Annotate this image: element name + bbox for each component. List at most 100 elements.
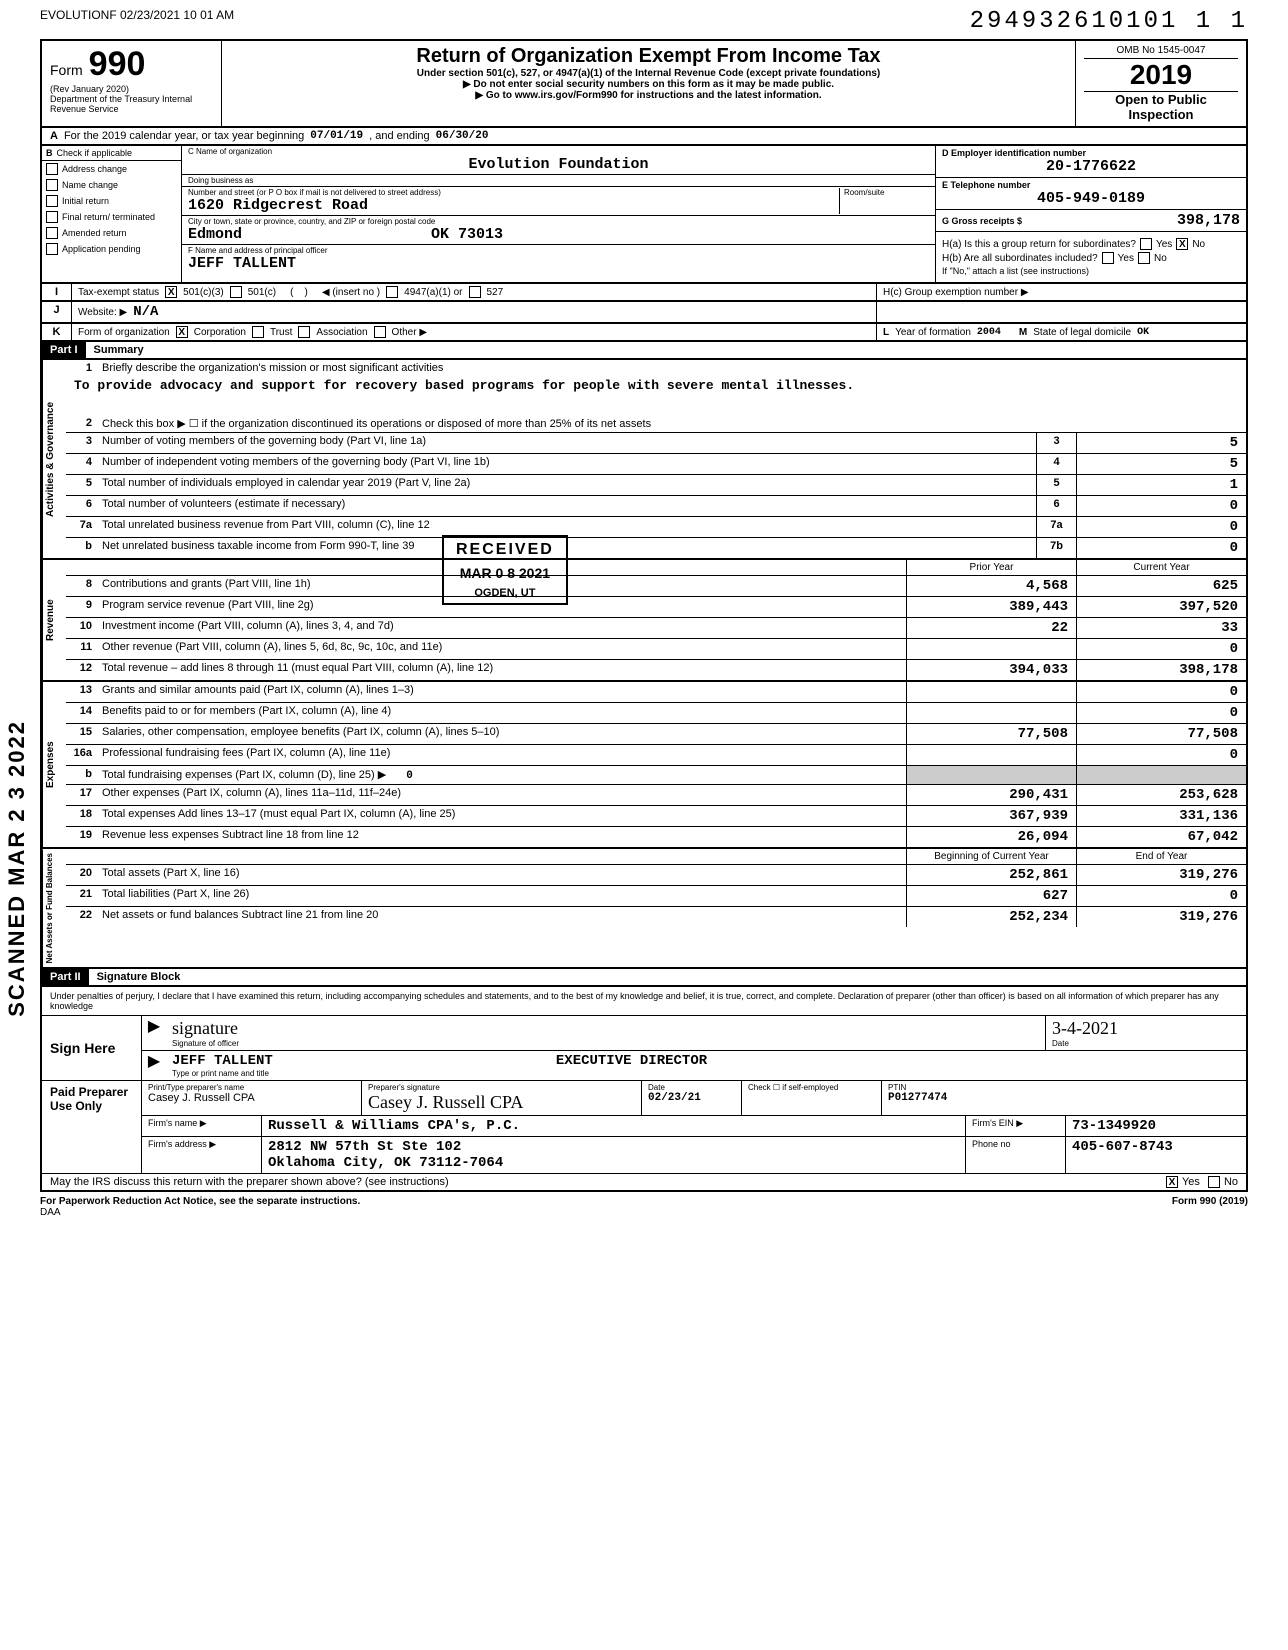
officer-title: EXECUTIVE DIRECTOR [556,1053,707,1069]
hb-text: H(b) Are all subordinates included? [942,253,1098,264]
part1-label: Part I [42,342,86,358]
gross-receipts: 398,178 [1177,212,1240,229]
ein: 20-1776622 [942,158,1240,175]
checkbox-trust[interactable] [252,326,264,338]
check-self-employed: Check ☐ if self-employed [742,1081,882,1115]
tax-year-begin: 07/01/19 [310,130,363,142]
label-4947: 4947(a)(1) or [404,287,462,298]
checkbox-corp[interactable]: X [176,326,188,338]
scanned-stamp: SCANNED MAR 2 3 2022 [4,720,30,1017]
ptin-value: P01277474 [888,1092,1240,1104]
line7b-text: Net unrelated business taxable income fr… [98,538,1036,558]
column-c: C Name of organization Evolution Foundat… [182,146,936,282]
beginning-year-header: Beginning of Current Year [906,849,1076,864]
label-other: Other ▶ [392,327,427,338]
page-footer: For Paperwork Reduction Act Notice, see … [40,1192,1248,1222]
checkbox-501c3[interactable]: X [165,286,177,298]
revenue-section: Revenue Prior Year Current Year 8Contrib… [40,560,1248,682]
checkbox-527[interactable] [469,286,481,298]
row-m-text: State of legal domicile [1033,327,1131,338]
state-zip: OK 73013 [431,226,503,243]
table-row: 14Benefits paid to or for members (Part … [66,703,1246,724]
state-domicile: OK [1137,327,1149,338]
netassets-side-label: Net Assets or Fund Balances [42,849,66,967]
checkbox-assoc[interactable] [298,326,310,338]
footer-left: For Paperwork Reduction Act Notice, see … [40,1196,360,1207]
checkbox-other[interactable] [374,326,386,338]
label-application-pending: Application pending [62,244,141,254]
line2-text: Check this box ▶ ☐ if the organization d… [98,415,1246,432]
row-k: K Form of organization XCorporation Trus… [40,324,1248,342]
checkbox-amended[interactable] [46,227,58,239]
preparer-signature: Casey J. Russell CPA [368,1092,635,1113]
sig-date: 3-4-2021 [1052,1018,1240,1039]
table-row: 9Program service revenue (Part VIII, lin… [66,597,1246,618]
row-i-label: I [42,284,72,300]
table-row: 16aProfessional fundraising fees (Part I… [66,745,1246,766]
checkbox-final-return[interactable] [46,211,58,223]
hb-yes: Yes [1118,253,1134,264]
website-value: N/A [133,304,158,320]
checkbox-address-change[interactable] [46,163,58,175]
line7b-value: 0 [1076,538,1246,558]
table-row: 20Total assets (Part X, line 16)252,8613… [66,865,1246,886]
label-501c3: 501(c)(3) [183,287,224,298]
line5-text: Total number of individuals employed in … [98,475,1036,495]
form-dept: Department of the Treasury Internal Reve… [50,94,213,114]
governance-section: Activities & Governance 1Briefly describ… [40,360,1248,560]
preparer-block: Paid Preparer Use Only Print/Type prepar… [42,1081,1246,1174]
table-row: 15Salaries, other compensation, employee… [66,724,1246,745]
checkbox-hb-yes[interactable] [1102,252,1114,264]
officer-signature: signature [172,1018,1039,1039]
firm-phone: 405-607-8743 [1066,1137,1246,1173]
checkbox-501c[interactable] [230,286,242,298]
preparer-label: Paid Preparer Use Only [42,1081,142,1173]
firm-ein: 73-1349920 [1066,1116,1246,1136]
ptin-label: PTIN [888,1083,1240,1092]
line5-value: 1 [1076,475,1246,495]
preparer-date: 02/23/21 [648,1092,735,1104]
table-row: 22Net assets or fund balances Subtract l… [66,907,1246,927]
phone: 405-949-0189 [942,190,1240,207]
city-label: City or town, state or province, country… [188,217,929,226]
checkbox-ha-no[interactable]: X [1176,238,1188,250]
preparer-name: Casey J. Russell CPA [148,1092,355,1104]
sig-officer-label: Signature of officer [172,1039,1039,1048]
prep-name-label: Print/Type preparer's name [148,1083,355,1092]
checkbox-initial-return[interactable] [46,195,58,207]
form-org-label: Form of organization [78,327,170,338]
footer-daa: DAA [40,1207,360,1218]
checkbox-4947[interactable] [386,286,398,298]
checkbox-discuss-no[interactable] [1208,1176,1220,1188]
checkbox-ha-yes[interactable] [1140,238,1152,250]
label-final-return: Final return/ terminated [62,212,155,222]
checkbox-name-change[interactable] [46,179,58,191]
hb-note: If "No," attach a list (see instructions… [942,266,1240,276]
website-label: Website: ▶ [78,307,127,318]
form-word: Form [50,62,83,78]
line3-text: Number of voting members of the governin… [98,433,1036,453]
omb-number: OMB No 1545-0047 [1084,45,1238,59]
line7a-value: 0 [1076,517,1246,537]
part2-title: Signature Block [89,969,189,985]
column-d: D Employer identification number 20-1776… [936,146,1246,282]
label-501c: 501(c) [248,287,276,298]
row-a: A For the 2019 calendar year, or tax yea… [40,128,1248,146]
part1-header: Part I Summary [40,342,1248,360]
checkbox-hb-no[interactable] [1138,252,1150,264]
revenue-side-label: Revenue [42,560,66,680]
ha-yes: Yes [1156,239,1172,250]
tax-year-end: 06/30/20 [436,130,489,142]
h-block: H(a) Is this a group return for subordin… [936,232,1246,282]
header-sub3: ▶ Go to www.irs.gov/Form990 for instruct… [230,90,1067,101]
row-l-label: L [883,327,889,338]
table-row: 8Contributions and grants (Part VIII, li… [66,576,1246,597]
checkbox-discuss-yes[interactable]: X [1166,1176,1178,1188]
top-right-code: 294932610101 1 1 [970,8,1248,35]
org-name: Evolution Foundation [188,156,929,173]
mission-text: To provide advocacy and support for reco… [66,376,1246,395]
sig-declaration: Under penalties of perjury, I declare th… [42,987,1246,1016]
section-bcd: B Check if applicable Address change Nam… [40,146,1248,284]
checkbox-application-pending[interactable] [46,243,58,255]
table-row: 10Investment income (Part VIII, column (… [66,618,1246,639]
